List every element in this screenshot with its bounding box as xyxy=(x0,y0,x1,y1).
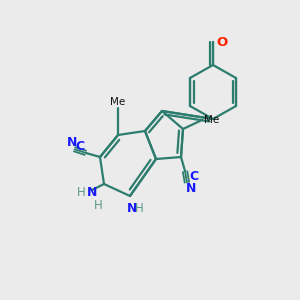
Text: N: N xyxy=(127,202,137,214)
Text: Me: Me xyxy=(204,115,219,125)
Text: H: H xyxy=(135,202,143,214)
Text: H: H xyxy=(94,199,103,212)
Text: H: H xyxy=(77,185,86,199)
Text: N: N xyxy=(67,136,77,149)
Text: N: N xyxy=(87,185,97,199)
Text: N: N xyxy=(186,182,196,196)
Text: O: O xyxy=(216,35,227,49)
Text: Me: Me xyxy=(110,97,126,107)
Text: C: C xyxy=(189,170,198,184)
Text: C: C xyxy=(76,140,85,154)
